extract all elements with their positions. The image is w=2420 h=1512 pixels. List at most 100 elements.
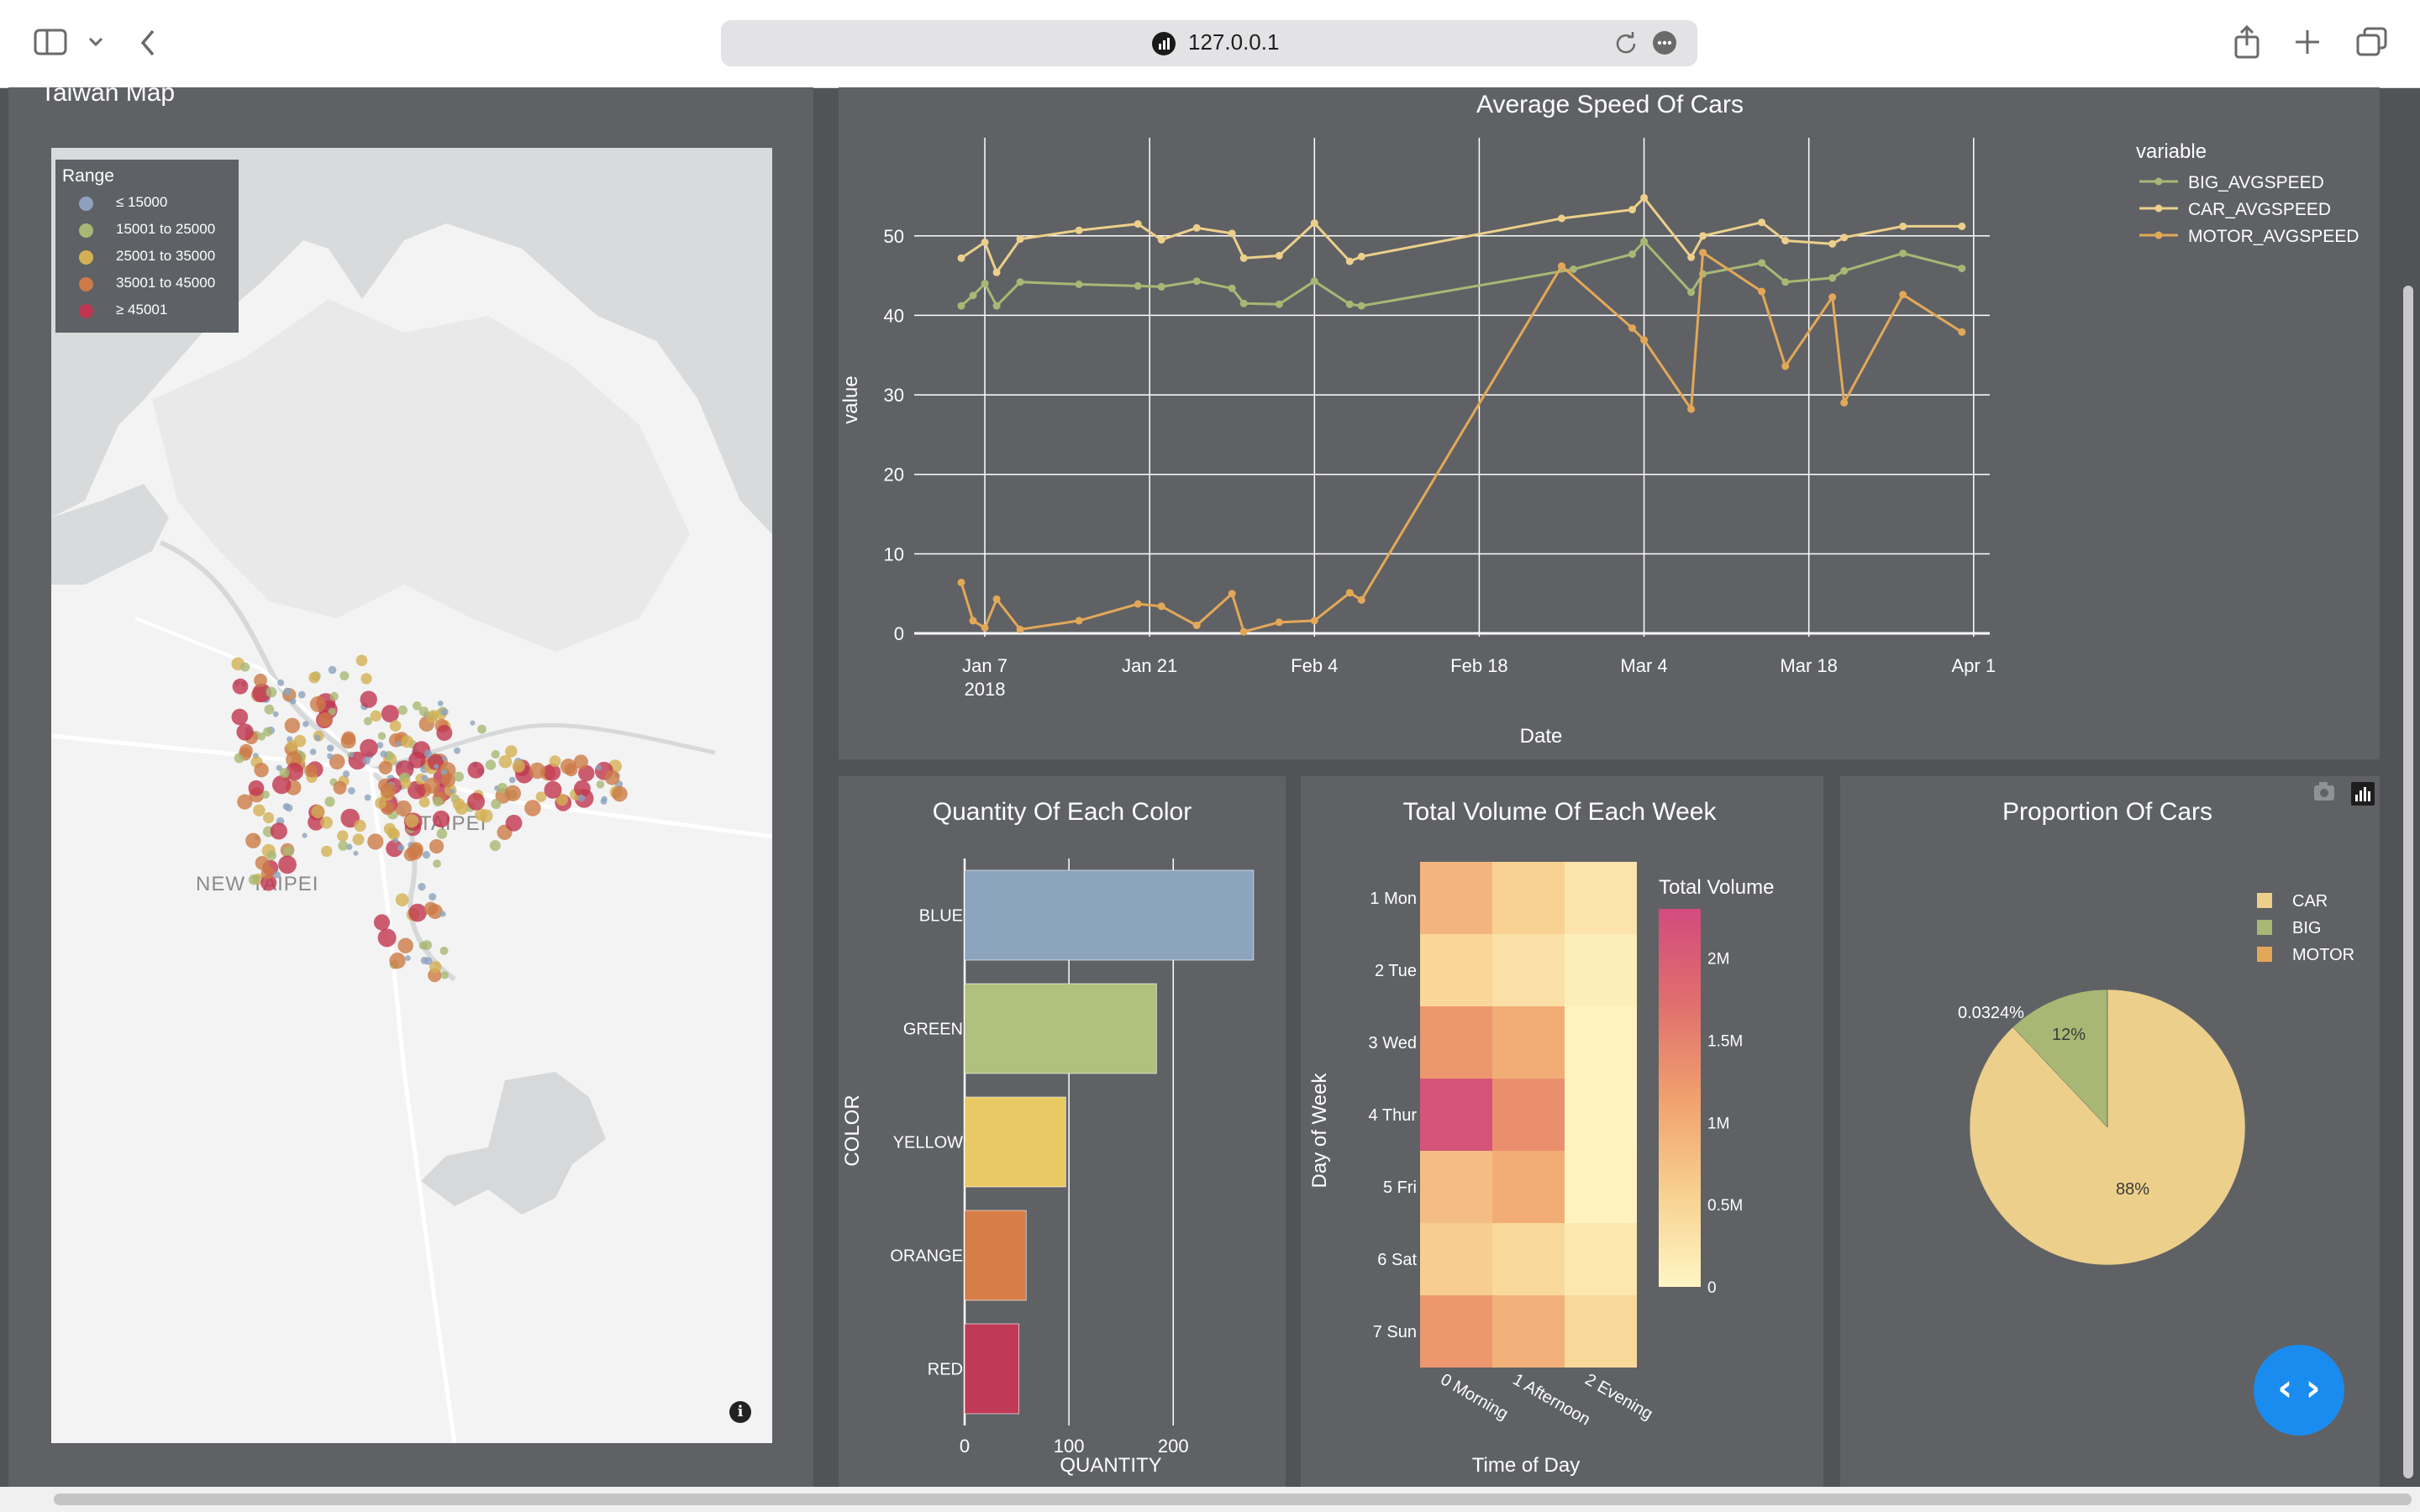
pie-chart[interactable]: Proportion Of Cars 88% 12% 0.0324% CAR BIG M… [1840, 776, 2380, 1487]
map-point [505, 814, 523, 832]
legend-item[interactable]: 35001 to 45000 [55, 270, 239, 297]
y-tick-label: 7 Sun [1373, 1323, 1417, 1341]
map-point [387, 827, 398, 838]
terrain [152, 299, 690, 652]
map-point [309, 748, 317, 755]
back-icon[interactable] [138, 29, 158, 57]
map-point [477, 724, 487, 734]
map-point [401, 735, 413, 748]
y-tick-label: 50 [884, 226, 904, 247]
more-icon[interactable] [1652, 30, 1677, 55]
sidebar-toggle-icon[interactable] [34, 29, 69, 57]
heatmap-cell [1420, 1223, 1492, 1295]
map-point [381, 782, 397, 799]
map-point [318, 712, 333, 727]
map-point [408, 751, 426, 769]
address-bar[interactable]: 127.0.0.1 [721, 20, 1697, 66]
series-point [981, 623, 989, 632]
road [134, 617, 372, 771]
map-point [304, 764, 318, 778]
series-point [981, 280, 989, 288]
map-point [289, 697, 297, 705]
x-tick-label: Feb 4 [1291, 655, 1338, 676]
camera-icon[interactable] [2314, 782, 2334, 801]
map-point [442, 755, 447, 761]
colorbar-tick-label: 1.5M [1707, 1033, 1743, 1051]
series-point [1239, 627, 1248, 636]
map-legend: Range ≤ 15000 15001 to 25000 25001 to 35… [55, 160, 239, 333]
series-point [1699, 232, 1707, 240]
legend-label: BIG [2292, 919, 2321, 937]
map-point [421, 774, 429, 782]
heatmap-cell [1565, 1079, 1637, 1151]
map-point [309, 696, 326, 712]
map-point [272, 774, 292, 795]
code-toggle-button[interactable]: ‹ › [2254, 1345, 2344, 1436]
reload-icon[interactable] [1613, 30, 1639, 55]
map-point [395, 800, 412, 817]
heatmap-cell [1420, 1295, 1492, 1368]
map-point [324, 796, 335, 807]
heatmap-cell [1492, 1079, 1565, 1151]
series-point [969, 617, 977, 625]
map-point [348, 787, 355, 795]
map-point [321, 845, 333, 858]
legend-swatch [2257, 947, 2272, 962]
map-point [596, 764, 602, 771]
new-tab-icon[interactable] [2294, 29, 2321, 55]
map-point [266, 850, 277, 861]
legend-marker-icon [79, 197, 93, 211]
map-point [454, 771, 464, 782]
legend-item[interactable]: ≥ 45001 [55, 297, 239, 324]
legend-item[interactable]: 15001 to 25000 [55, 217, 239, 244]
taiwan-map[interactable]: TAIPEI NEW TAIPEI [51, 148, 772, 1443]
y-axis-label: value [839, 375, 862, 423]
y-axis-label: COLOR [841, 1095, 864, 1166]
colorbar-ticks: 0 0.5M 1M 1.5M 2M [1707, 951, 1743, 1297]
y-tick-label: 20 [884, 465, 904, 486]
map-point [320, 816, 333, 829]
series-point [1687, 405, 1696, 413]
vertical-scrollbar[interactable] [2403, 286, 2413, 1478]
map-point [455, 801, 468, 815]
map-point [408, 780, 426, 800]
legend-label: ≥ 45001 [116, 302, 168, 318]
map-point [573, 754, 589, 769]
tab-overview-icon[interactable] [2356, 27, 2388, 57]
bar-chart[interactable]: Quantity Of Each Color 0 100 200 BLUE GREEN… [839, 776, 1286, 1487]
series-point [1239, 254, 1248, 262]
chevron-down-icon[interactable] [87, 35, 104, 49]
series-point [992, 302, 1001, 310]
heatmap-chart[interactable]: Total Volume Of Each Week 1 Mon 2 Tue 3 We… [1301, 776, 1823, 1487]
map-point [439, 911, 446, 917]
series-point [1357, 302, 1365, 310]
map-point [396, 741, 402, 747]
share-icon[interactable] [2233, 25, 2260, 59]
map-point [479, 809, 493, 823]
legend-item[interactable]: 25001 to 35000 [55, 244, 239, 270]
y-tick-label: 3 Wed [1369, 1034, 1417, 1053]
map-point [231, 708, 249, 726]
legend-item[interactable]: ≤ 15000 [55, 190, 239, 217]
map-point [418, 941, 428, 950]
map-point [263, 727, 272, 737]
series-point [1275, 251, 1283, 260]
map-point [284, 717, 300, 733]
series-point [1899, 222, 1907, 230]
map-point [604, 769, 620, 785]
plotly-logo-icon[interactable] [2351, 782, 2375, 806]
legend-marker-icon [79, 304, 93, 318]
map-point [544, 780, 562, 799]
heatmap-cell [1565, 1151, 1637, 1223]
map-point [436, 725, 453, 741]
map-point [429, 893, 437, 901]
info-icon[interactable]: i [729, 1401, 751, 1423]
y-tick-label: 40 [884, 305, 904, 326]
colorbar-tick-label: 1M [1707, 1115, 1729, 1132]
line-chart[interactable]: Average Speed Of Cars 0 10 20 30 40 50 Jan 7 Ja… [839, 87, 2380, 759]
y-tick-label: 10 [884, 543, 904, 564]
sea-area [51, 484, 169, 585]
map-point [450, 788, 455, 795]
y-tick-label: ORANGE [890, 1247, 963, 1266]
horizontal-scrollbar[interactable] [54, 1494, 2412, 1505]
